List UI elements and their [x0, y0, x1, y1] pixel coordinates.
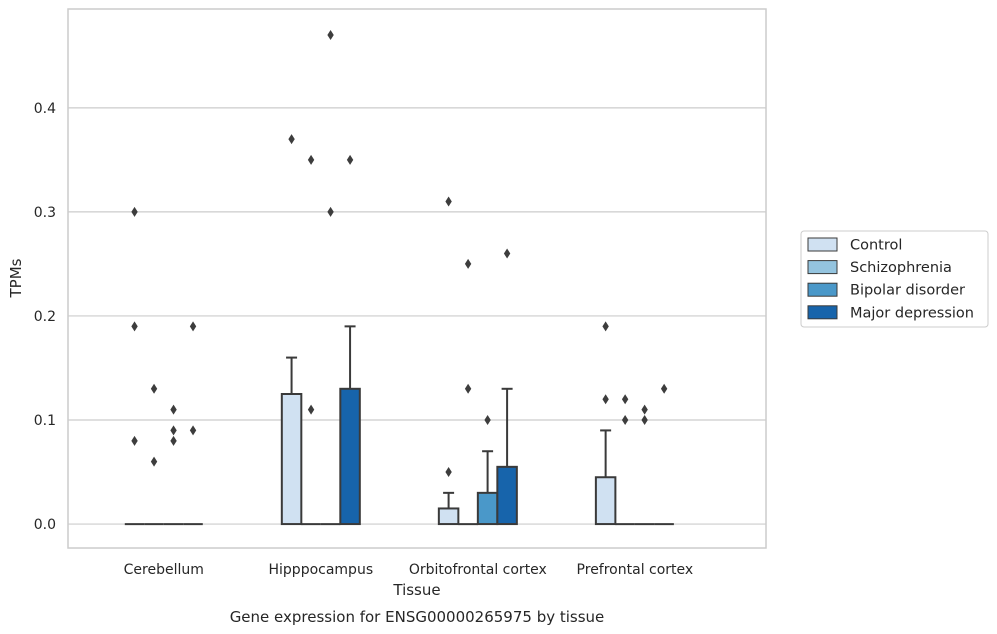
y-tick-label: 0.4 — [34, 101, 56, 117]
outlier-point — [131, 435, 138, 446]
y-tick-label: 0.3 — [34, 205, 56, 221]
plot-frame — [67, 8, 767, 549]
outlier-point — [307, 154, 315, 165]
bar — [339, 387, 361, 526]
chart-caption: Gene expression for ENSG00000265975 by t… — [230, 608, 605, 626]
outlier-point — [346, 154, 354, 165]
outlier-point — [170, 435, 177, 446]
legend-frame — [800, 230, 989, 328]
legend-label: Major depression — [850, 305, 974, 321]
x-tick-label: Orbitofrontal cortex — [409, 562, 547, 578]
legend-label: Control — [850, 238, 902, 254]
outlier-point — [445, 196, 452, 207]
outlier-point — [621, 415, 629, 426]
outlier-point — [660, 383, 668, 394]
legend-label: Schizophrenia — [850, 260, 952, 276]
outlier-point — [150, 456, 158, 467]
y-tick-label: 0.1 — [34, 413, 56, 429]
bar — [594, 476, 617, 526]
outlier-point — [170, 425, 177, 436]
y-axis-label: TPMs — [7, 258, 25, 298]
outlier-point — [189, 425, 197, 436]
y-tick-label: 0.2 — [34, 309, 56, 325]
outlier-point — [131, 321, 138, 332]
legend-label: Bipolar disorder — [850, 283, 965, 299]
outlier-point — [602, 394, 609, 405]
legend-swatch — [807, 305, 838, 320]
legend-swatch — [807, 282, 838, 297]
y-axis-ticks: 0.0 0.1 0.2 0.3 0.4 — [34, 101, 56, 533]
bar — [476, 491, 499, 526]
bars — [124, 387, 674, 526]
legend-swatch — [807, 237, 838, 252]
outlier-point — [327, 30, 334, 41]
x-tick-label: Prefrontal cortex — [577, 562, 694, 578]
x-tick-label: Cerebellum — [124, 562, 204, 578]
outlier-point — [464, 383, 472, 394]
outlier-point — [189, 321, 197, 332]
bar — [437, 507, 460, 526]
outlier-point — [288, 134, 295, 145]
outlier-point — [170, 404, 177, 415]
x-axis-ticks: Cerebellum Hipppocampus Orbitofrontal cort… — [124, 562, 694, 578]
x-axis-label: Tissue — [392, 581, 440, 599]
error-bars — [286, 325, 612, 509]
outlier-point — [484, 415, 491, 426]
outlier-point — [150, 383, 158, 394]
outlier-points — [131, 30, 668, 478]
y-tick-label: 0.0 — [34, 517, 56, 533]
outlier-point — [464, 258, 472, 269]
outlier-point — [327, 206, 334, 217]
outlier-point — [503, 248, 511, 259]
x-tick-label: Hipppocampus — [269, 562, 374, 578]
grid-lines — [68, 107, 766, 525]
outlier-point — [445, 467, 452, 478]
outlier-point — [641, 415, 648, 426]
outlier-point — [307, 404, 315, 415]
bar — [280, 393, 303, 526]
bar — [496, 465, 518, 526]
legend: Control Schizophrenia Bipolar disorder Majo… — [800, 230, 989, 328]
legend-swatch — [807, 260, 838, 275]
outlier-point — [641, 404, 648, 415]
outlier-point — [602, 321, 609, 332]
outlier-point — [131, 206, 138, 217]
outlier-point — [621, 394, 629, 405]
